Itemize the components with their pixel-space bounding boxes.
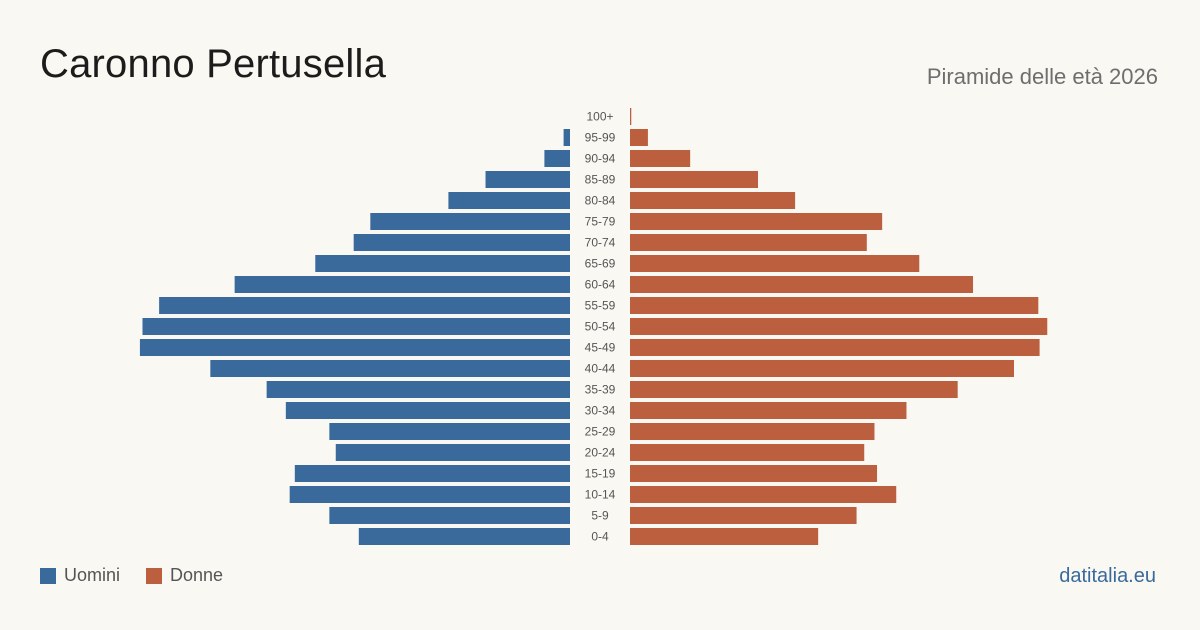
age-label-50-54: 50-54 <box>585 320 616 334</box>
bar-men-40-44 <box>210 360 570 377</box>
bar-women-55-59 <box>630 297 1039 314</box>
age-labels: 100+ 95-99 90-94 85-89 80-84 75-79 70-74 65-69 6… <box>585 110 616 544</box>
bar-women-100plus <box>630 108 632 125</box>
bar-men-10-14 <box>289 486 570 503</box>
bar-men-25-29 <box>329 423 570 440</box>
bar-women-90-94 <box>630 150 691 167</box>
bar-men-85-89 <box>485 171 570 188</box>
legend-swatch-men <box>40 567 56 584</box>
legend-item-men: Uomini <box>40 565 120 586</box>
age-label-30-34: 30-34 <box>585 404 616 418</box>
age-label-75-79: 75-79 <box>585 215 616 229</box>
population-pyramid-chart: 100+ 95-99 90-94 85-89 80-84 75-79 70-74 65-69 6… <box>139 108 1048 545</box>
bar-men-5-9 <box>329 507 570 524</box>
bar-women-30-34 <box>630 402 907 419</box>
chart-subtitle: Piramide delle età 2026 <box>926 64 1158 89</box>
legend-label-women: Donne <box>170 565 224 585</box>
bar-women-70-74 <box>630 234 867 251</box>
age-label-45-49: 45-49 <box>585 341 616 355</box>
bar-men-75-79 <box>370 213 570 230</box>
age-label-100plus: 100+ <box>586 110 613 124</box>
bar-men-0-4 <box>358 528 570 545</box>
bar-men-45-49 <box>139 339 571 356</box>
age-label-35-39: 35-39 <box>585 383 616 397</box>
bar-men-90-94 <box>544 150 570 167</box>
bar-men-95-99 <box>563 129 570 146</box>
bar-women-20-24 <box>630 444 865 461</box>
bar-men-50-54 <box>142 318 571 335</box>
bar-women-80-84 <box>630 192 796 209</box>
bar-men-65-69 <box>315 255 570 272</box>
bar-women-85-89 <box>630 171 758 188</box>
bar-men-55-59 <box>159 297 570 314</box>
age-label-15-19: 15-19 <box>585 467 616 481</box>
age-label-10-14: 10-14 <box>585 488 616 502</box>
age-label-5-9: 5-9 <box>591 509 609 523</box>
bar-women-25-29 <box>630 423 875 440</box>
bar-women-45-49 <box>630 339 1040 356</box>
legend-swatch-women <box>146 567 163 584</box>
bar-women-95-99 <box>630 129 648 146</box>
bar-women-35-39 <box>630 381 958 398</box>
bar-men-35-39 <box>266 381 570 398</box>
bar-men-30-34 <box>285 402 570 419</box>
bar-women-15-19 <box>630 465 878 482</box>
page-title: Caronno Pertusella <box>40 42 387 86</box>
bar-men-70-74 <box>353 234 570 251</box>
legend: Uomini Donne <box>40 565 249 586</box>
bar-women-0-4 <box>630 528 819 545</box>
bar-men-80-84 <box>448 192 570 209</box>
bar-women-50-54 <box>630 318 1048 335</box>
age-label-60-64: 60-64 <box>585 278 616 292</box>
age-label-70-74: 70-74 <box>585 236 616 250</box>
age-label-80-84: 80-84 <box>585 194 616 208</box>
age-label-65-69: 65-69 <box>585 257 616 271</box>
age-label-0-4: 0-4 <box>591 530 609 544</box>
bar-men-60-64 <box>234 276 570 293</box>
men-bars <box>139 129 571 545</box>
bar-men-20-24 <box>335 444 570 461</box>
age-label-85-89: 85-89 <box>585 173 616 187</box>
legend-label-men: Uomini <box>64 565 121 585</box>
brand-link[interactable]: datitalia.eu <box>1059 565 1156 587</box>
bar-women-60-64 <box>630 276 974 293</box>
bar-women-75-79 <box>630 213 883 230</box>
bar-women-10-14 <box>630 486 897 503</box>
bar-women-40-44 <box>630 360 1014 377</box>
age-label-40-44: 40-44 <box>585 362 616 376</box>
age-label-95-99: 95-99 <box>585 131 616 145</box>
legend-item-women: Donne <box>146 565 223 586</box>
bar-women-65-69 <box>630 255 920 272</box>
bar-men-15-19 <box>294 465 570 482</box>
age-label-20-24: 20-24 <box>585 446 616 460</box>
bar-women-5-9 <box>630 507 857 524</box>
age-label-55-59: 55-59 <box>585 299 616 313</box>
age-label-25-29: 25-29 <box>585 425 616 439</box>
age-label-90-94: 90-94 <box>585 152 616 166</box>
women-bars <box>630 108 1048 545</box>
